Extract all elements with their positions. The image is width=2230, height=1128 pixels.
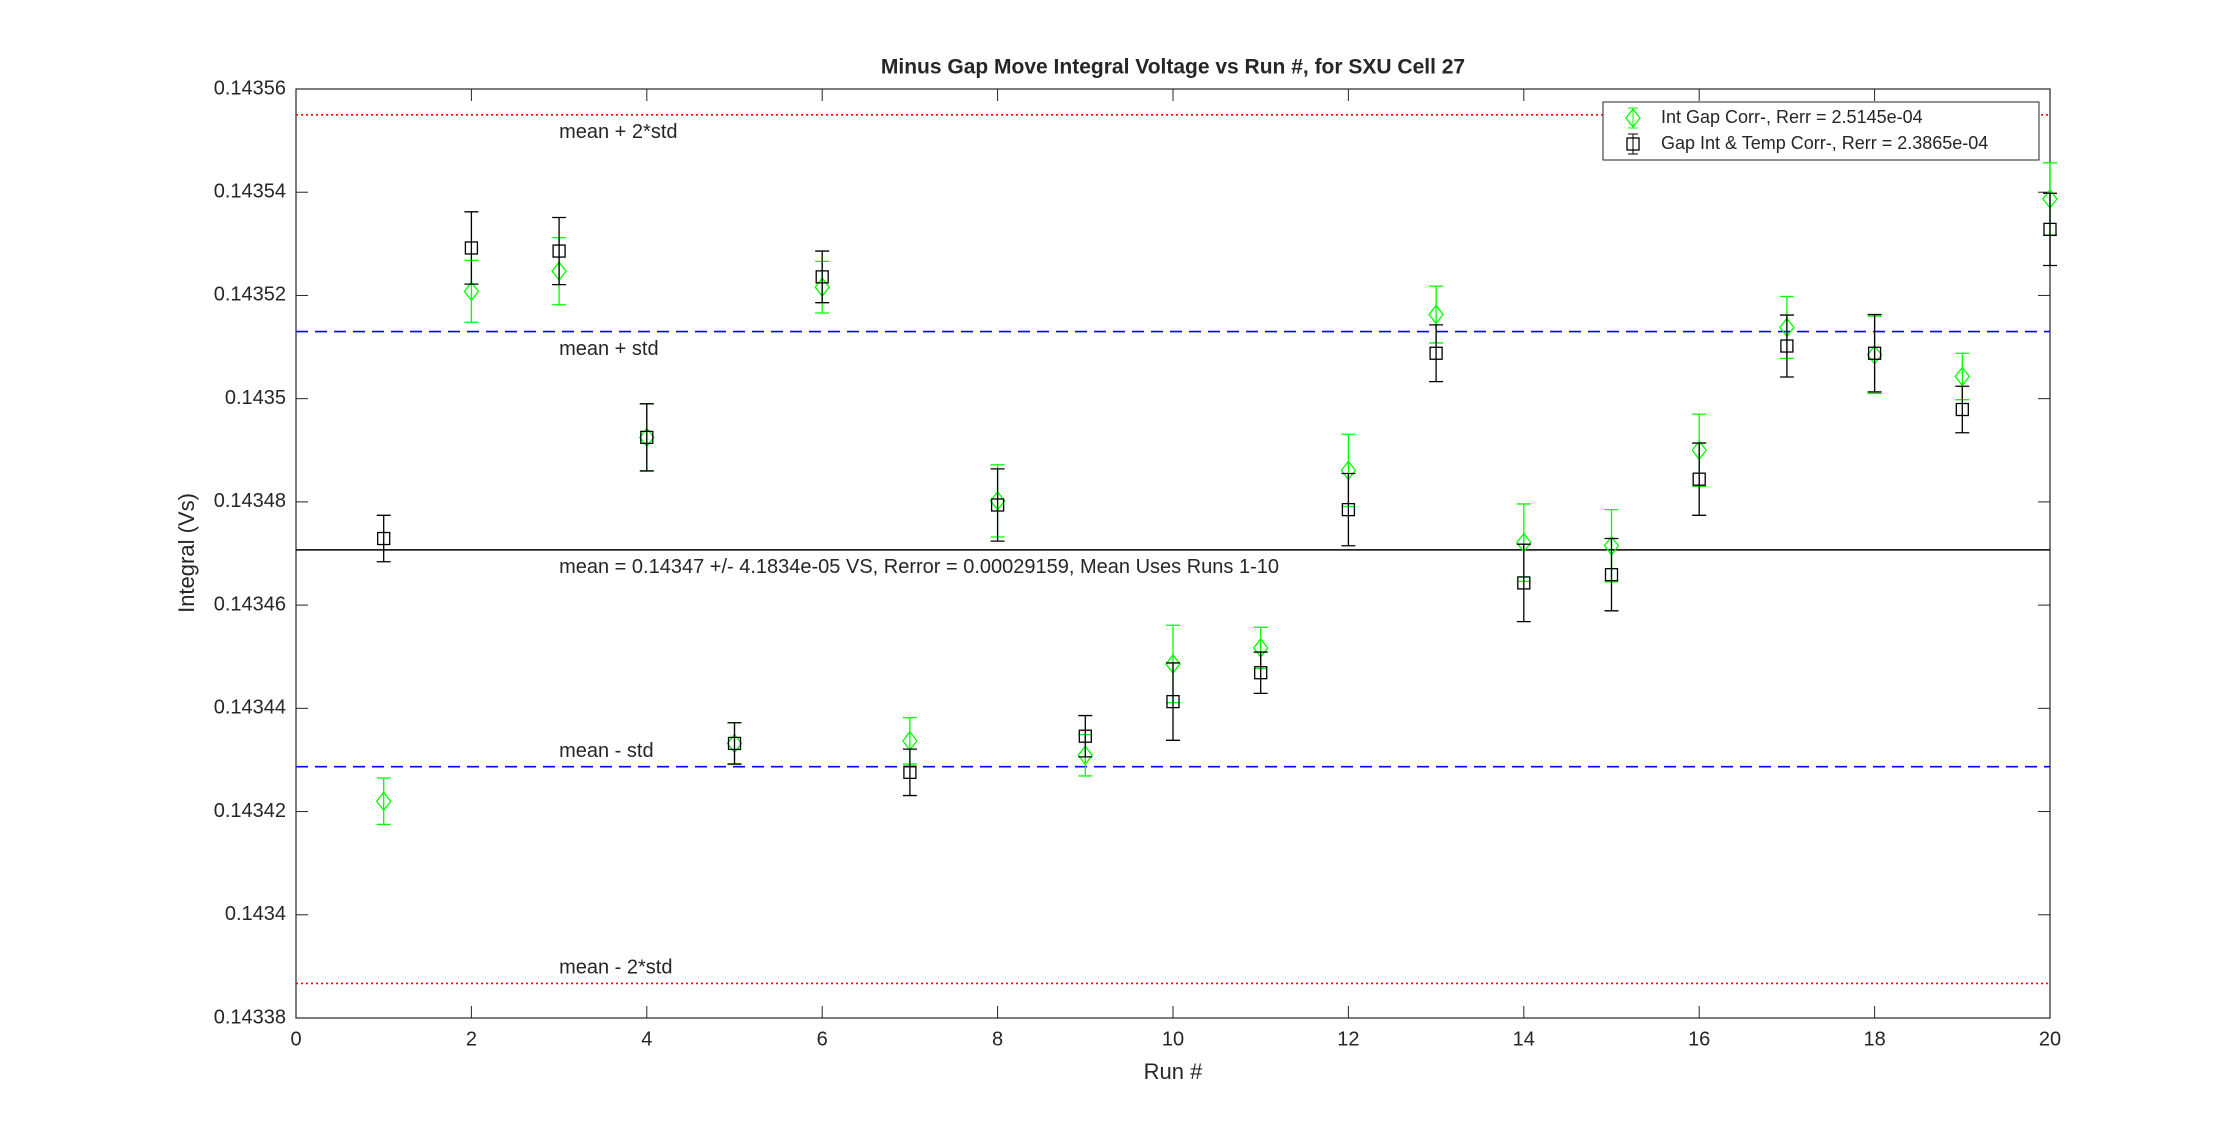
error-bar — [376, 777, 391, 826]
marker — [1604, 568, 1619, 582]
marker — [1429, 346, 1443, 360]
marker — [1517, 576, 1531, 590]
error-bar — [1429, 324, 1444, 383]
marker — [1955, 402, 1969, 417]
x-tick-label: 8 — [992, 1028, 1003, 1050]
error-bar — [639, 403, 654, 472]
legend-box — [1602, 101, 2040, 161]
error-bar — [1078, 714, 1093, 758]
error-bar — [727, 722, 742, 765]
reference-label: mean - 2*std — [559, 957, 672, 979]
x-tick-label: 20 — [2039, 1028, 2061, 1050]
error-bar — [815, 250, 830, 304]
x-tick-label: 6 — [817, 1028, 828, 1050]
error-bar — [2043, 192, 2057, 267]
marker — [552, 244, 566, 258]
x-axis-label: Run # — [1144, 1059, 1203, 1084]
marker — [1780, 339, 1794, 353]
marker — [1077, 745, 1094, 766]
y-tick-label: 0.14344 — [214, 697, 286, 719]
y-tick-label: 0.14342 — [214, 800, 286, 822]
error-bar — [376, 514, 391, 563]
chart-title: Minus Gap Move Integral Voltage vs Run #… — [881, 56, 1465, 79]
reference-label: mean + 2*std — [559, 121, 677, 143]
x-tick-label: 0 — [290, 1028, 301, 1050]
y-tick-label: 0.14352 — [214, 284, 286, 306]
error-bar — [1867, 313, 1882, 393]
x-tick-label: 12 — [1337, 1028, 1359, 1050]
x-tick-label: 16 — [1688, 1028, 1710, 1050]
error-bar — [1692, 442, 1707, 516]
marker — [1166, 694, 1180, 709]
error-bar — [464, 211, 479, 285]
error-bar — [1516, 543, 1531, 623]
y-tick-label: 0.1435 — [225, 387, 286, 409]
reference-label: mean + std — [559, 338, 659, 360]
marker — [377, 531, 391, 546]
error-bar — [1166, 662, 1180, 741]
marker — [375, 791, 392, 812]
marker — [2043, 222, 2057, 237]
y-tick-label: 0.14356 — [214, 77, 286, 99]
error-bar — [1253, 651, 1268, 695]
y-tick-label: 0.14346 — [214, 593, 286, 615]
x-tick-label: 2 — [466, 1028, 477, 1050]
marker — [1954, 366, 1971, 387]
marker — [640, 430, 654, 445]
legend-marker — [1625, 107, 1641, 129]
x-tick-label: 10 — [1162, 1028, 1184, 1050]
error-bar — [990, 468, 1005, 542]
error-bar — [1341, 472, 1356, 547]
legend-label: Int Gap Corr-, Rerr = 2.5145e-04 — [1661, 107, 1923, 127]
marker — [1692, 472, 1706, 486]
x-tick-label: 4 — [641, 1028, 652, 1050]
x-tick-label: 14 — [1513, 1028, 1535, 1050]
y-tick-label: 0.14338 — [214, 1006, 286, 1028]
error-bar — [552, 216, 567, 286]
marker — [1254, 666, 1268, 680]
legend-glyph — [1628, 133, 1638, 155]
marker — [903, 765, 917, 779]
marker — [1428, 304, 1444, 325]
marker — [463, 281, 480, 302]
legend-marker — [1626, 137, 1640, 151]
legend-label: Gap Int & Temp Corr-, Rerr = 2.3865e-04 — [1661, 133, 1988, 153]
marker — [727, 736, 742, 751]
reference-label: mean = 0.14347 +/- 4.1834e-05 VS, Rerror… — [559, 556, 1279, 578]
y-tick-label: 0.1434 — [225, 903, 286, 925]
y-axis-label: Integral (Vs) — [174, 493, 199, 613]
x-tick-label: 18 — [1863, 1028, 1885, 1050]
y-tick-label: 0.14354 — [214, 181, 286, 203]
error-bar — [1779, 314, 1794, 378]
reference-label: mean - std — [559, 740, 653, 762]
marker — [1078, 729, 1092, 743]
error-bar — [1955, 385, 1970, 434]
plot-area — [295, 88, 2051, 1019]
marker — [464, 241, 479, 255]
marker — [815, 270, 829, 284]
marker — [1867, 346, 1882, 360]
error-bar — [1604, 537, 1619, 612]
error-bar — [902, 748, 917, 797]
marker — [1341, 502, 1356, 517]
marker — [990, 498, 1005, 512]
y-tick-label: 0.14348 — [214, 490, 286, 512]
